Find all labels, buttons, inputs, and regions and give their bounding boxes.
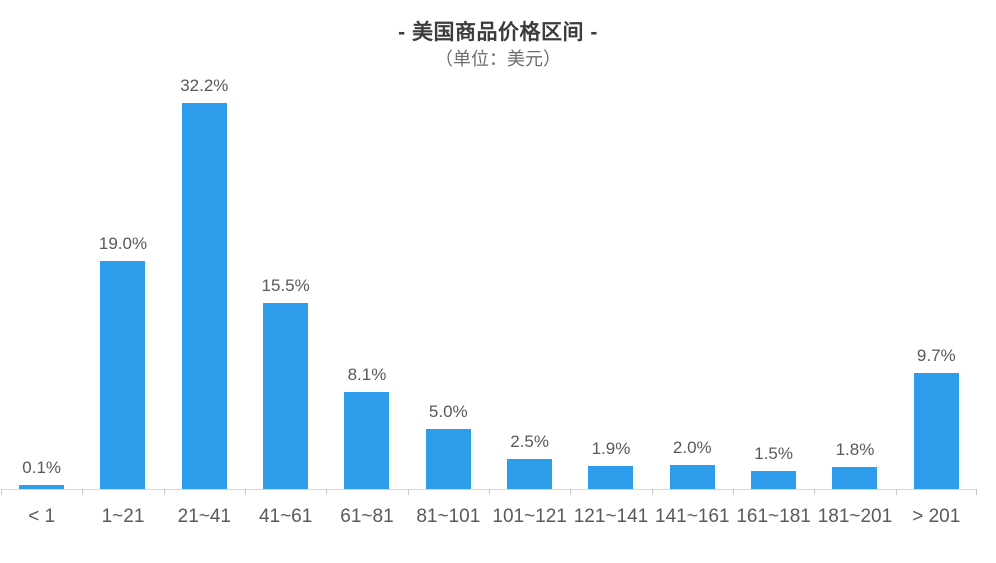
bar-column: 1.5% [733, 86, 814, 489]
chart-title: - 美国商品价格区间 - [398, 21, 598, 44]
axis-tick [245, 489, 246, 495]
plot-area: 0.1% 19.0% 32.2% 15.5% 8.1% 5.0% 2.5% 1.9% 2.0% 1… [1, 76, 977, 495]
bar-value-label: 1.9% [591, 439, 631, 459]
axis-tick [814, 489, 816, 495]
axis-tick [326, 489, 328, 495]
x-axis-tick-label: 61~81 [340, 506, 394, 527]
bar [344, 391, 390, 489]
x-axis-tick-label: 141~161 [655, 506, 730, 527]
x-axis-tick-label: < 1 [28, 506, 56, 527]
bar [832, 467, 878, 489]
axis-tick [976, 489, 977, 495]
bar-value-label: 8.1% [347, 364, 387, 384]
bar-column: 2.0% [652, 86, 733, 489]
bar [19, 485, 65, 489]
axis-tick [82, 489, 84, 495]
bar-column: 15.5% [245, 86, 326, 489]
bar [263, 303, 309, 489]
bar [100, 261, 146, 489]
x-axis-labels: < 1 1~21 21~41 41~61 61~81 81~101 101~121 121~1… [1, 503, 977, 531]
bar [181, 102, 227, 489]
bar-column: 0.1% [1, 86, 82, 489]
x-axis-tick-label: 21~41 [177, 506, 231, 527]
bar-value-label: 19.0% [98, 234, 148, 253]
axis-tick [570, 489, 572, 495]
axis-tick [489, 489, 490, 495]
x-axis-tick-label: 121~141 [573, 506, 649, 527]
bar-column: 1.9% [570, 86, 651, 489]
bar-column: 1.8% [814, 86, 895, 489]
x-axis-tick-label: 41~61 [258, 506, 313, 527]
bar-value-label: 0.1% [22, 458, 62, 477]
bar-column: 19.0% [82, 86, 163, 489]
bar [507, 459, 553, 489]
bar-value-label: 1.5% [754, 444, 793, 463]
axis-tick [163, 489, 165, 495]
x-axis-tick-label: 1~21 [101, 506, 145, 527]
bar [751, 471, 797, 489]
bar [669, 465, 715, 489]
bar-column: 32.2% [164, 76, 245, 489]
bar-column: 8.1% [326, 86, 407, 489]
bar-value-label: 2.5% [510, 432, 549, 451]
bar-value-label: 15.5% [261, 276, 310, 295]
x-axis-tick-label: > 201 [912, 506, 961, 527]
axis-tick [733, 489, 734, 495]
bar [913, 372, 959, 489]
x-axis-tick-label: 181~201 [817, 506, 893, 527]
x-axis-tick-label: 161~181 [736, 506, 811, 527]
chart-subtitle: （单位：美元） [435, 49, 561, 69]
axis-tick [651, 489, 653, 495]
bar-value-label: 2.0% [672, 438, 712, 457]
bar-value-label: 32.2% [180, 75, 229, 95]
x-axis-tick-label: 81~101 [416, 506, 481, 527]
bar-column: 2.5% [489, 86, 570, 489]
bar-value-label: 5.0% [428, 402, 468, 421]
bar [588, 466, 634, 489]
bar [425, 429, 471, 489]
axis-tick [895, 489, 897, 495]
bar-value-label: 1.8% [835, 440, 875, 460]
bar-column: 5.0% [408, 86, 489, 489]
x-axis-tick-label: 101~121 [492, 506, 567, 527]
axis-tick [407, 489, 409, 495]
bar-column: 9.7% [896, 86, 977, 489]
bar-value-label: 9.7% [916, 345, 956, 365]
axis-tick [1, 489, 2, 495]
